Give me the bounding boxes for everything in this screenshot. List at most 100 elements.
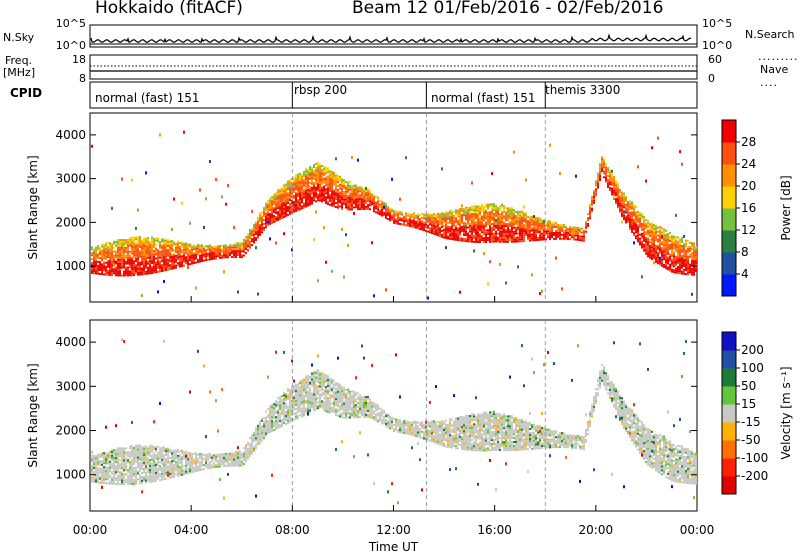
power-echo-cell xyxy=(239,256,241,259)
power-echo-cell xyxy=(507,215,509,218)
velocity-echo-cell xyxy=(179,462,181,465)
power-echo-cell xyxy=(195,257,197,260)
power-echo-cell xyxy=(325,170,327,173)
power-echo-cell xyxy=(443,230,445,233)
power-echo-cell xyxy=(549,238,551,241)
power-echo-cell xyxy=(165,243,167,246)
velocity-echo-cell xyxy=(265,416,267,419)
power-echo-cell xyxy=(609,179,611,182)
power-echo-cell xyxy=(411,225,413,228)
power-echo-cell xyxy=(235,252,237,255)
power-echo-cell xyxy=(297,203,299,206)
power-echo-cell xyxy=(317,173,319,176)
velocity-echo-cell xyxy=(207,459,209,462)
power-echo-cell xyxy=(467,218,469,221)
velocity-echo-cell xyxy=(157,475,159,478)
velocity-echo-cell xyxy=(143,463,145,466)
power-echo-cell xyxy=(467,216,469,219)
velocity-echo-cell xyxy=(195,456,197,459)
power-echo-cell xyxy=(389,217,391,220)
power-echo-cell xyxy=(161,256,163,259)
power-echo-cell xyxy=(165,241,167,244)
power-echo-cell xyxy=(575,228,577,231)
power-echo-cell xyxy=(685,267,687,270)
power-echo-cell xyxy=(337,202,339,205)
power-echo-cell xyxy=(231,248,233,251)
power-echo-cell xyxy=(481,229,483,232)
velocity-echo-cell xyxy=(121,481,123,484)
velocity-echo-cell xyxy=(261,437,263,440)
power-echo-cell xyxy=(187,257,189,260)
velocity-echo-cell xyxy=(149,465,151,468)
power-echo-cell xyxy=(205,255,207,258)
power-echo-cell xyxy=(117,262,119,265)
power-echo-cell xyxy=(517,222,519,225)
power-echo-cell xyxy=(187,253,189,256)
power-echo-cell xyxy=(207,258,209,261)
power-echo-cell xyxy=(213,245,215,248)
velocity-echo-cell xyxy=(151,454,153,457)
power-echo-cell xyxy=(655,251,657,253)
power-echo-cell xyxy=(173,263,175,266)
power-echo-cell xyxy=(289,181,291,184)
power-echo-cell xyxy=(439,221,441,224)
power-echo-cell xyxy=(177,240,179,243)
power-echo-cell xyxy=(361,188,363,191)
velocity-echo-cell xyxy=(147,475,149,478)
power-echo-cell xyxy=(183,246,185,249)
power-echo-cell xyxy=(667,268,669,271)
power-echo-cell xyxy=(131,240,133,243)
power-echo-cell xyxy=(493,214,495,217)
power-echo-cell xyxy=(419,222,421,224)
power-echo-cell xyxy=(643,226,645,228)
power-echo-cell xyxy=(295,194,297,197)
power-echo-cell xyxy=(499,207,501,210)
power-echo-cell xyxy=(649,227,651,230)
power-echo-cell xyxy=(623,216,625,219)
power-echo-cell xyxy=(665,235,667,238)
velocity-echo-cell xyxy=(185,452,187,455)
velocity-echo-cell xyxy=(267,430,269,433)
power-echo-cell xyxy=(615,200,617,203)
power-echo-cell xyxy=(373,210,375,213)
velocity-echo-cell xyxy=(165,447,167,450)
velocity-echo-cell xyxy=(129,451,131,454)
power-echo-cell xyxy=(107,252,109,255)
power-echo-cell xyxy=(483,223,485,226)
velocity-echo-cell xyxy=(115,469,117,472)
velocity-echo-cell xyxy=(205,457,207,460)
power-echo-cell xyxy=(627,214,629,217)
velocity-echo-cell xyxy=(95,467,97,470)
velocity-echo-cell xyxy=(125,469,127,472)
power-echo-cell xyxy=(411,215,413,218)
power-echo-cell xyxy=(601,164,603,167)
power-echo-cell xyxy=(491,213,493,216)
power-echo-cell xyxy=(469,216,471,219)
velocity-echo-cell xyxy=(143,471,145,474)
power-echo-cell xyxy=(313,164,315,167)
velocity-echo-cell xyxy=(135,456,137,459)
power-echo-cell xyxy=(479,211,481,214)
velocity-echo-cell xyxy=(121,465,123,468)
velocity-echo-cell xyxy=(275,412,277,415)
power-echo-cell xyxy=(163,255,165,258)
power-echo-cell xyxy=(141,249,143,252)
power-echo-cell xyxy=(663,232,665,235)
power-echo-cell xyxy=(599,171,601,174)
power-echo-cell xyxy=(269,218,271,221)
velocity-echo-cell xyxy=(133,448,135,451)
power-echo-cell xyxy=(253,241,255,244)
power-echo-cell xyxy=(119,254,121,257)
power-echo-cell xyxy=(509,213,511,216)
power-echo-cell xyxy=(335,188,337,191)
power-echo-cell xyxy=(303,171,305,173)
power-scatter-cell xyxy=(335,157,337,161)
power-echo-cell xyxy=(295,203,297,206)
power-echo-cell xyxy=(103,243,105,246)
power-scatter-cell xyxy=(405,156,407,160)
power-echo-cell xyxy=(479,229,481,232)
power-echo-cell xyxy=(347,186,349,189)
power-echo-cell xyxy=(185,244,187,247)
velocity-echo-cell xyxy=(253,431,255,434)
power-echo-cell xyxy=(151,250,153,253)
